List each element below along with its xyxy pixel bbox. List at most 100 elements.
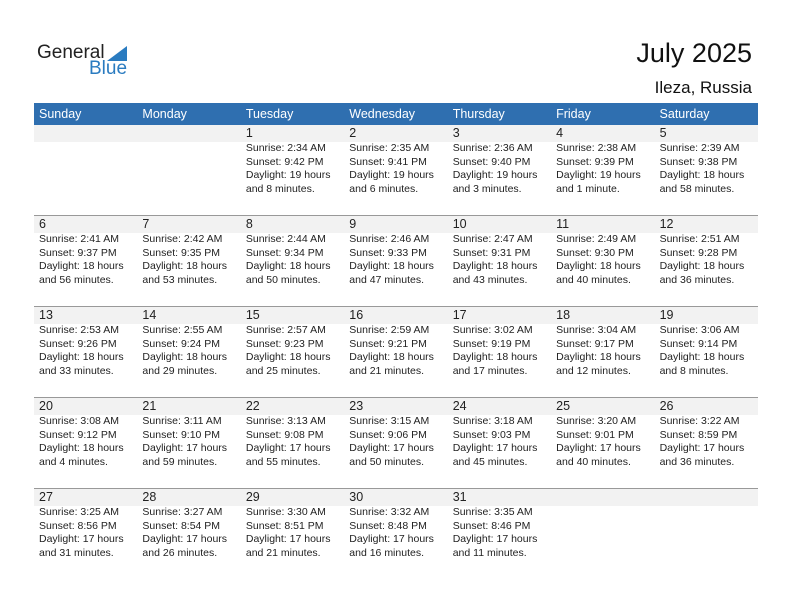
sunset-text: Sunset: 9:40 PM	[452, 155, 531, 168]
sunset-text: Sunset: 9:23 PM	[245, 337, 324, 350]
day-number: 11	[556, 217, 570, 231]
daylight-minutes-text: and 8 minutes.	[245, 182, 315, 195]
sunrise-text: Sunrise: 2:34 AM	[245, 142, 326, 154]
sunset-text: Sunset: 9:24 PM	[142, 337, 221, 350]
sunrise-text: Sunrise: 3:35 AM	[452, 506, 533, 518]
sunrise-text: Sunrise: 3:13 AM	[245, 415, 326, 427]
day-cell: 4 Sunrise: 2:38 AM Sunset: 9:39 PM Daylight…	[551, 125, 654, 215]
date-band	[34, 307, 758, 324]
sunrise-text: Sunrise: 2:38 AM	[556, 142, 637, 154]
day-number: 16	[349, 308, 364, 322]
daylight-text: Daylight: 17 hours	[142, 533, 228, 545]
day-cell: 24 Sunrise: 3:18 AM Sunset: 9:03 PM Dayligh…	[448, 398, 551, 488]
daylight-minutes-text: and 8 minutes.	[659, 364, 729, 377]
sunset-text: Sunset: 9:26 PM	[39, 337, 117, 350]
date-band	[34, 125, 758, 142]
day-number: 21	[142, 399, 157, 413]
logo-triangle-icon	[107, 46, 127, 61]
day-number: 24	[452, 399, 467, 413]
sunset-text: Sunset: 9:34 PM	[245, 246, 324, 259]
daylight-text: Daylight: 18 hours	[659, 260, 745, 272]
week-row: 13 Sunrise: 2:53 AM Sunset: 9:26 PM Dayligh…	[34, 306, 758, 397]
sunset-text: Sunset: 9:35 PM	[142, 246, 221, 259]
day-number: 18	[556, 308, 571, 322]
daylight-minutes-text: and 29 minutes.	[142, 364, 218, 377]
daylight-minutes-text: and 25 minutes.	[245, 364, 321, 377]
day-number: 25	[556, 399, 571, 413]
daylight-minutes-text: and 21 minutes.	[245, 546, 321, 559]
daylight-text: Daylight: 18 hours	[142, 260, 228, 272]
daylight-minutes-text: and 36 minutes.	[659, 455, 735, 468]
daylight-minutes-text: and 3 minutes.	[452, 182, 522, 195]
day-cell: 1 Sunrise: 2:34 AM Sunset: 9:42 PM Daylight…	[241, 125, 344, 215]
weekday-sunday: Sunday	[39, 107, 82, 121]
weekday-header: Sunday Monday Tuesday Wednesday Thursday…	[34, 103, 758, 125]
sunset-text: Sunset: 8:54 PM	[142, 519, 221, 532]
daylight-minutes-text: and 1 minute.	[556, 182, 620, 195]
day-cell: 12 Sunrise: 2:51 AM Sunset: 9:28 PM Dayligh…	[655, 216, 758, 306]
daylight-text: Daylight: 18 hours	[452, 260, 538, 272]
day-number: 10	[452, 217, 467, 231]
daylight-text: Daylight: 17 hours	[452, 533, 538, 545]
week-row: 27 Sunrise: 3:25 AM Sunset: 8:56 PM Dayligh…	[34, 488, 758, 579]
sunset-text: Sunset: 9:38 PM	[659, 155, 738, 168]
daylight-text: Daylight: 17 hours	[556, 442, 641, 454]
day-cell: 23 Sunrise: 3:15 AM Sunset: 9:06 PM Dayligh…	[344, 398, 447, 488]
daylight-minutes-text: and 16 minutes.	[349, 546, 424, 559]
daylight-text: Daylight: 17 hours	[142, 442, 228, 454]
daylight-text: Daylight: 18 hours	[452, 351, 538, 363]
sunset-text: Sunset: 9:01 PM	[556, 428, 634, 441]
sunrise-text: Sunrise: 2:59 AM	[349, 324, 430, 336]
sunset-text: Sunset: 8:51 PM	[245, 519, 324, 532]
day-number: 17	[452, 308, 467, 322]
week-row: 1 Sunrise: 2:34 AM Sunset: 9:42 PM Daylight…	[34, 125, 758, 215]
sunrise-text: Sunrise: 3:32 AM	[349, 506, 430, 518]
daylight-minutes-text: and 17 minutes.	[452, 364, 528, 377]
day-number: 4	[556, 126, 564, 140]
sunrise-text: Sunrise: 3:06 AM	[659, 324, 740, 336]
sunset-text: Sunset: 9:10 PM	[142, 428, 221, 441]
daylight-minutes-text: and 40 minutes.	[556, 273, 631, 286]
day-cell: 3 Sunrise: 2:36 AM Sunset: 9:40 PM Daylight…	[448, 125, 551, 215]
logo-general-text: General	[37, 42, 105, 63]
sunset-text: Sunset: 9:03 PM	[452, 428, 531, 441]
daylight-text: Daylight: 18 hours	[39, 351, 124, 363]
sunset-text: Sunset: 8:48 PM	[349, 519, 427, 532]
sunset-text: Sunset: 9:42 PM	[245, 155, 324, 168]
sunset-text: Sunset: 9:14 PM	[659, 337, 738, 350]
daylight-text: Daylight: 18 hours	[659, 169, 745, 181]
daylight-minutes-text: and 40 minutes.	[556, 455, 631, 468]
daylight-text: Daylight: 17 hours	[39, 533, 124, 545]
daylight-minutes-text: and 36 minutes.	[659, 273, 735, 286]
day-number: 29	[245, 490, 260, 504]
day-cell: 6 Sunrise: 2:41 AM Sunset: 9:37 PM Daylight…	[34, 216, 137, 306]
sunrise-text: Sunrise: 3:27 AM	[142, 506, 223, 518]
daylight-text: Daylight: 19 hours	[245, 169, 331, 181]
day-number: 5	[659, 126, 667, 140]
sunrise-text: Sunrise: 3:08 AM	[39, 415, 119, 427]
weekday-saturday: Saturday	[659, 107, 710, 121]
daylight-text: Daylight: 17 hours	[659, 442, 745, 454]
daylight-text: Daylight: 17 hours	[245, 533, 331, 545]
daylight-text: Daylight: 18 hours	[39, 442, 124, 454]
day-number: 30	[349, 490, 364, 504]
sunrise-text: Sunrise: 2:47 AM	[452, 233, 533, 245]
daylight-text: Daylight: 18 hours	[556, 351, 641, 363]
day-cell: 19 Sunrise: 3:06 AM Sunset: 9:14 PM Dayligh…	[655, 307, 758, 397]
week-row: 20 Sunrise: 3:08 AM Sunset: 9:12 PM Dayligh…	[34, 397, 758, 488]
daylight-text: Daylight: 18 hours	[245, 351, 331, 363]
date-band	[34, 489, 758, 506]
sunset-text: Sunset: 9:17 PM	[556, 337, 634, 350]
page-title: July 2025	[636, 38, 752, 68]
day-number: 12	[659, 217, 674, 231]
day-cell: 5 Sunrise: 2:39 AM Sunset: 9:38 PM Daylight…	[655, 125, 758, 215]
date-band	[34, 216, 758, 233]
day-number: 31	[452, 490, 467, 504]
day-cell: 17 Sunrise: 3:02 AM Sunset: 9:19 PM Dayligh…	[448, 307, 551, 397]
daylight-text: Daylight: 18 hours	[142, 351, 228, 363]
day-cell: 20 Sunrise: 3:08 AM Sunset: 9:12 PM Dayligh…	[34, 398, 137, 488]
daylight-text: Daylight: 18 hours	[349, 351, 434, 363]
day-cell: 27 Sunrise: 3:25 AM Sunset: 8:56 PM Dayligh…	[34, 489, 137, 579]
sunrise-text: Sunrise: 2:49 AM	[556, 233, 637, 245]
